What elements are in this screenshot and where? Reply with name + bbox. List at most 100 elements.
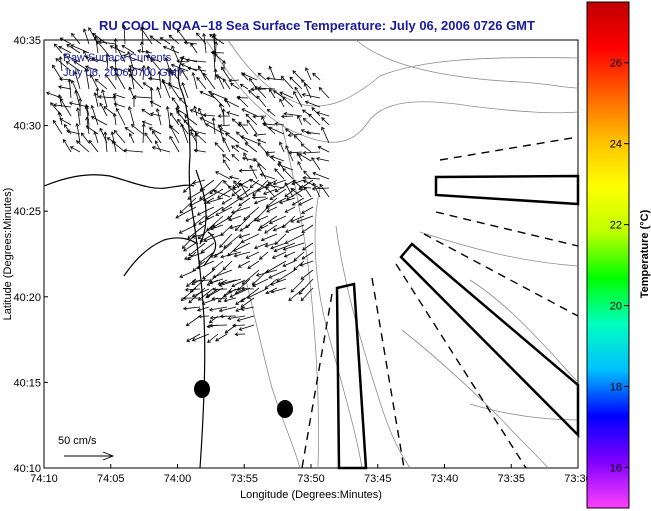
current-vector [124,150,144,153]
current-vector-head [321,117,325,121]
current-vector-head [262,121,266,126]
current-vector [186,315,201,327]
current-vector-head [141,108,146,113]
current-vector-head [227,252,231,257]
current-vector [237,315,255,322]
current-vector [257,72,267,81]
current-vector-head [203,238,208,243]
current-vector-head [88,139,93,144]
current-vector-head [265,205,270,209]
current-vector [283,242,305,250]
current-vector-head [278,160,282,165]
current-vector [254,242,269,249]
current-vector-head [211,34,216,38]
current-vector-head [211,296,216,301]
current-vector-head [215,212,220,216]
current-vector-head [181,69,185,74]
current-vector [198,65,207,81]
current-vector [123,25,126,45]
current-vector [142,123,145,144]
current-vector-head [175,214,180,219]
current-vector-head [78,97,83,102]
current-vector-head [161,78,166,83]
current-vector-head [214,41,219,45]
current-vector [186,333,201,342]
current-vector-head [244,142,249,146]
current-vector [285,206,296,213]
current-vector-head [241,156,246,161]
current-vector-head [237,96,241,100]
current-vector-head [217,298,222,303]
current-vector [285,145,294,162]
current-vector [85,68,90,90]
current-vector-head [93,35,98,40]
current-vector [187,188,206,200]
current-vector-head [268,65,273,70]
current-vector [300,287,314,301]
current-vector [60,37,72,45]
current-vector [76,140,90,153]
current-vector [190,43,198,54]
x-axis: 74:10 74:05 74:00 73:55 73:50 73:45 73:40 73:35… [30,464,592,485]
current-vector-head [249,178,254,183]
current-vector [156,108,162,126]
current-vector [106,54,109,72]
colorbar-label: Temperature (°C) [639,209,651,298]
current-vector-head [115,107,120,112]
current-vector [281,115,294,117]
current-vector-head [219,244,223,248]
x-tick-label: 73:55 [230,473,258,485]
current-vector [181,69,189,81]
current-vector-head [177,118,181,123]
current-vector [52,64,63,81]
current-vector [214,242,233,258]
colorbar-tick-label: 20 [610,301,622,313]
current-vector [235,144,249,153]
current-vector [203,73,216,90]
current-vector [66,44,81,54]
current-vector-head [92,33,97,37]
current-vector-head [291,181,296,186]
current-vector-head [237,264,242,268]
current-vector-head [162,45,167,50]
current-vector-head [274,122,279,127]
current-vector-head [188,252,193,257]
current-vector [200,242,215,253]
x-tick-label: 74:05 [97,473,125,485]
current-vector-head [84,103,89,108]
current-vector [224,99,240,108]
current-vector [230,83,240,90]
current-vector [237,96,249,108]
current-vector [286,188,305,200]
current-vector-head [183,40,188,45]
current-vector [269,215,287,224]
current-vector-head [265,183,270,188]
current-vector [192,179,206,184]
current-vector [165,57,171,72]
current-vector-head [239,83,244,88]
current-vector-head [196,307,201,312]
current-vector-field [45,24,330,343]
current-vector [128,87,135,99]
current-vector-head [236,95,241,100]
current-vector-head [63,138,67,143]
current-vector [290,278,305,293]
current-vector [204,233,224,242]
current-vector [179,197,197,214]
current-vector [301,251,314,260]
current-vector [171,45,180,63]
current-vector [50,102,63,117]
current-vector [302,242,314,251]
current-vector-head [298,186,303,190]
current-vector [269,66,276,81]
current-vector-head [181,81,186,86]
current-vector-head [300,276,305,280]
current-vector-head [221,200,226,205]
current-vector [257,179,278,192]
current-vector-head [311,157,315,161]
y-tick-label: 40:20 [13,292,41,304]
current-vector [312,73,321,81]
current-vector [302,94,321,99]
current-vector-head [189,109,194,113]
current-vector-head [300,297,305,302]
